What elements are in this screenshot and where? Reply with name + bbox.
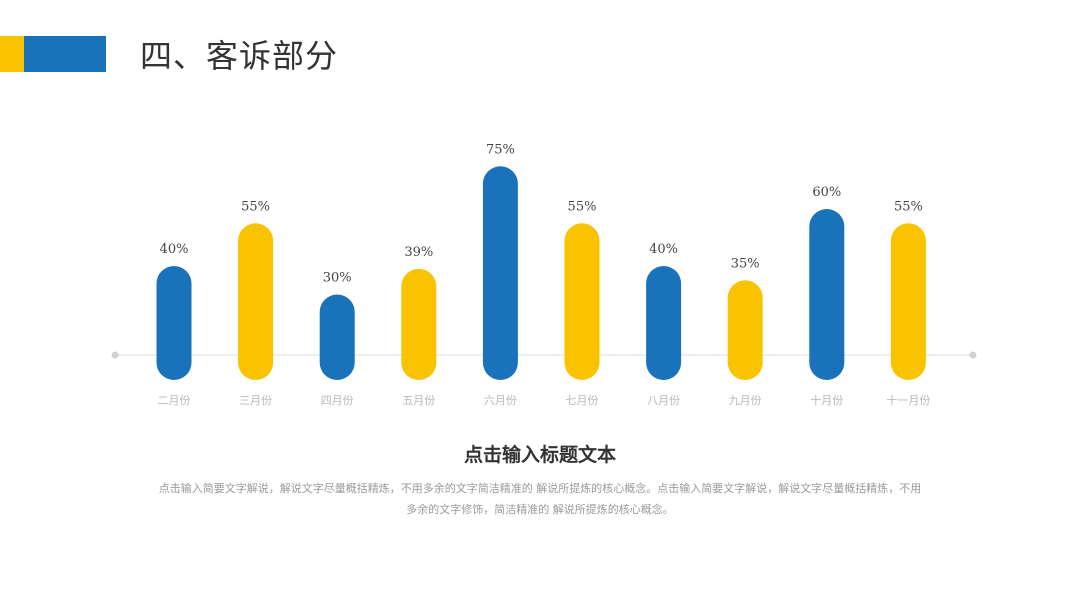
bar-3 <box>319 294 355 380</box>
bar-10 <box>890 223 926 380</box>
category-label-7: 八月份 <box>647 394 680 407</box>
value-label-6: 55% <box>568 199 597 214</box>
bar-1 <box>156 266 192 380</box>
header-accent-yellow <box>0 36 24 72</box>
value-label-5: 75% <box>486 142 515 157</box>
category-label-4: 五月份 <box>402 394 435 407</box>
baseline-dot-right <box>969 351 977 359</box>
baseline-dot-left <box>111 351 119 359</box>
value-label-1: 40% <box>160 242 189 257</box>
category-label-6: 七月份 <box>566 394 599 407</box>
page-title: 四、客诉部分 <box>140 37 339 75</box>
category-label-1: 二月份 <box>158 394 191 407</box>
bar-9 <box>809 209 845 380</box>
value-label-7: 40% <box>649 242 678 257</box>
bar-5 <box>482 166 518 380</box>
value-label-2: 55% <box>241 199 270 214</box>
category-label-2: 三月份 <box>239 394 272 407</box>
value-label-10: 55% <box>894 199 923 214</box>
value-label-4: 39% <box>404 245 433 260</box>
category-label-9: 十月份 <box>810 393 843 407</box>
bar-8 <box>727 280 763 380</box>
bar-chart: 40% 二月份 55% 三月份 30% 四月份 39% 五月份 75% 六月份 55% 七月份 40% 八… <box>111 142 977 407</box>
bar-2 <box>238 223 274 380</box>
value-label-9: 60% <box>812 185 841 200</box>
bar-7 <box>646 266 682 380</box>
header-accent-blue <box>24 36 106 72</box>
bar-6 <box>564 223 600 380</box>
value-label-8: 35% <box>731 256 760 271</box>
value-label-3: 30% <box>323 271 352 286</box>
chart-description: 点击输入简要文字解说，解说文字尽量概括精炼，不用多余的文字简洁精准的 解说所提炼… <box>158 482 922 516</box>
bar-4 <box>401 268 437 380</box>
category-label-10: 十一月份 <box>886 393 930 407</box>
category-label-5: 六月份 <box>484 394 517 407</box>
category-label-3: 四月份 <box>321 394 354 407</box>
category-label-8: 九月份 <box>729 394 762 407</box>
chart-subtitle: 点击输入标题文本 <box>463 444 616 466</box>
